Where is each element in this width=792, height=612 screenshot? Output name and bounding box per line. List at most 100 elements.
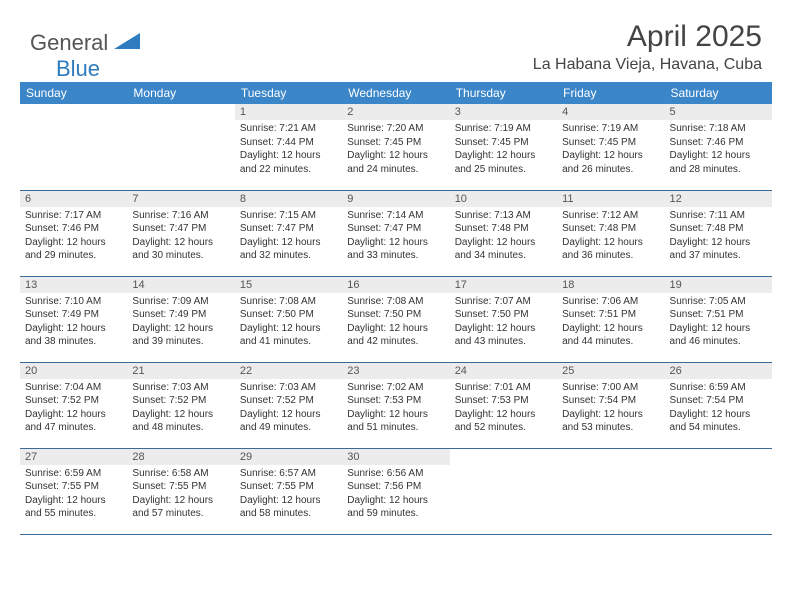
sunrise-text: Sunrise: 7:16 AM xyxy=(132,209,229,223)
day-number: 16 xyxy=(342,277,449,293)
title-block: April 2025 La Habana Vieja, Havana, Cuba xyxy=(533,20,762,74)
weekday-header: Friday xyxy=(557,82,664,104)
daylight-text: Daylight: 12 hours and 37 minutes. xyxy=(670,236,767,263)
daylight-text: Daylight: 12 hours and 32 minutes. xyxy=(240,236,337,263)
calendar-day-cell: 13Sunrise: 7:10 AMSunset: 7:49 PMDayligh… xyxy=(20,276,127,362)
day-number: 1 xyxy=(235,104,342,120)
calendar-day-cell: 10Sunrise: 7:13 AMSunset: 7:48 PMDayligh… xyxy=(450,190,557,276)
sunset-text: Sunset: 7:55 PM xyxy=(132,480,229,494)
day-content: Sunrise: 7:16 AMSunset: 7:47 PMDaylight:… xyxy=(127,207,234,266)
day-number: 23 xyxy=(342,363,449,379)
daylight-text: Daylight: 12 hours and 59 minutes. xyxy=(347,494,444,521)
calendar-header-row: SundayMondayTuesdayWednesdayThursdayFrid… xyxy=(20,82,772,104)
weekday-header: Wednesday xyxy=(342,82,449,104)
day-content: Sunrise: 6:59 AMSunset: 7:54 PMDaylight:… xyxy=(665,379,772,438)
daylight-text: Daylight: 12 hours and 34 minutes. xyxy=(455,236,552,263)
daylight-text: Daylight: 12 hours and 43 minutes. xyxy=(455,322,552,349)
sunset-text: Sunset: 7:47 PM xyxy=(347,222,444,236)
calendar-day-cell: 30Sunrise: 6:56 AMSunset: 7:56 PMDayligh… xyxy=(342,448,449,534)
daylight-text: Daylight: 12 hours and 46 minutes. xyxy=(670,322,767,349)
sunrise-text: Sunrise: 6:57 AM xyxy=(240,467,337,481)
daylight-text: Daylight: 12 hours and 22 minutes. xyxy=(240,149,337,176)
day-content: Sunrise: 7:10 AMSunset: 7:49 PMDaylight:… xyxy=(20,293,127,352)
calendar-day-cell: 18Sunrise: 7:06 AMSunset: 7:51 PMDayligh… xyxy=(557,276,664,362)
sunrise-text: Sunrise: 7:10 AM xyxy=(25,295,122,309)
weekday-header: Thursday xyxy=(450,82,557,104)
day-number: 29 xyxy=(235,449,342,465)
daylight-text: Daylight: 12 hours and 55 minutes. xyxy=(25,494,122,521)
daylight-text: Daylight: 12 hours and 49 minutes. xyxy=(240,408,337,435)
daylight-text: Daylight: 12 hours and 54 minutes. xyxy=(670,408,767,435)
calendar-day-cell xyxy=(20,104,127,190)
day-content: Sunrise: 7:17 AMSunset: 7:46 PMDaylight:… xyxy=(20,207,127,266)
day-content: Sunrise: 7:04 AMSunset: 7:52 PMDaylight:… xyxy=(20,379,127,438)
calendar-day-cell: 24Sunrise: 7:01 AMSunset: 7:53 PMDayligh… xyxy=(450,362,557,448)
day-number: 20 xyxy=(20,363,127,379)
day-number: 12 xyxy=(665,191,772,207)
month-title: April 2025 xyxy=(533,20,762,54)
calendar-day-cell xyxy=(665,448,772,534)
weekday-header: Sunday xyxy=(20,82,127,104)
day-number: 2 xyxy=(342,104,449,120)
day-content: Sunrise: 7:20 AMSunset: 7:45 PMDaylight:… xyxy=(342,120,449,179)
sunrise-text: Sunrise: 7:03 AM xyxy=(132,381,229,395)
daylight-text: Daylight: 12 hours and 39 minutes. xyxy=(132,322,229,349)
daylight-text: Daylight: 12 hours and 48 minutes. xyxy=(132,408,229,435)
calendar-day-cell: 15Sunrise: 7:08 AMSunset: 7:50 PMDayligh… xyxy=(235,276,342,362)
weekday-header: Saturday xyxy=(665,82,772,104)
daylight-text: Daylight: 12 hours and 28 minutes. xyxy=(670,149,767,176)
sunrise-text: Sunrise: 7:11 AM xyxy=(670,209,767,223)
day-number: 7 xyxy=(127,191,234,207)
calendar-day-cell: 21Sunrise: 7:03 AMSunset: 7:52 PMDayligh… xyxy=(127,362,234,448)
day-content: Sunrise: 7:21 AMSunset: 7:44 PMDaylight:… xyxy=(235,120,342,179)
sunrise-text: Sunrise: 7:01 AM xyxy=(455,381,552,395)
calendar-day-cell: 12 Sunrise: 7:11 AMSunset: 7:48 PMDayligh… xyxy=(665,190,772,276)
day-number: 22 xyxy=(235,363,342,379)
day-number: 21 xyxy=(127,363,234,379)
day-content: Sunrise: 6:57 AMSunset: 7:55 PMDaylight:… xyxy=(235,465,342,524)
calendar-day-cell: 29Sunrise: 6:57 AMSunset: 7:55 PMDayligh… xyxy=(235,448,342,534)
daylight-text: Daylight: 12 hours and 44 minutes. xyxy=(562,322,659,349)
sunset-text: Sunset: 7:50 PM xyxy=(455,308,552,322)
sunset-text: Sunset: 7:53 PM xyxy=(347,394,444,408)
calendar-day-cell: 22Sunrise: 7:03 AMSunset: 7:52 PMDayligh… xyxy=(235,362,342,448)
day-content: Sunrise: 6:58 AMSunset: 7:55 PMDaylight:… xyxy=(127,465,234,524)
day-number: 27 xyxy=(20,449,127,465)
calendar-day-cell: 2Sunrise: 7:20 AMSunset: 7:45 PMDaylight… xyxy=(342,104,449,190)
day-number: 9 xyxy=(342,191,449,207)
sunrise-text: Sunrise: 7:08 AM xyxy=(347,295,444,309)
calendar-day-cell: 6Sunrise: 7:17 AMSunset: 7:46 PMDaylight… xyxy=(20,190,127,276)
day-content: Sunrise: 7:08 AMSunset: 7:50 PMDaylight:… xyxy=(342,293,449,352)
calendar-day-cell: 14Sunrise: 7:09 AMSunset: 7:49 PMDayligh… xyxy=(127,276,234,362)
sunrise-text: Sunrise: 7:06 AM xyxy=(562,295,659,309)
calendar-day-cell: 9Sunrise: 7:14 AMSunset: 7:47 PMDaylight… xyxy=(342,190,449,276)
calendar-day-cell: 3Sunrise: 7:19 AMSunset: 7:45 PMDaylight… xyxy=(450,104,557,190)
daylight-text: Daylight: 12 hours and 26 minutes. xyxy=(562,149,659,176)
day-number: 10 xyxy=(450,191,557,207)
sunset-text: Sunset: 7:45 PM xyxy=(455,136,552,150)
header: General April 2025 La Habana Vieja, Hava… xyxy=(0,0,792,82)
day-content: Sunrise: 7:02 AMSunset: 7:53 PMDaylight:… xyxy=(342,379,449,438)
sunset-text: Sunset: 7:51 PM xyxy=(562,308,659,322)
calendar-week-row: 13Sunrise: 7:10 AMSunset: 7:49 PMDayligh… xyxy=(20,276,772,362)
day-number: 26 xyxy=(665,363,772,379)
day-number: 19 xyxy=(665,277,772,293)
day-content: Sunrise: 7:14 AMSunset: 7:47 PMDaylight:… xyxy=(342,207,449,266)
sunset-text: Sunset: 7:48 PM xyxy=(670,222,767,236)
day-number: 15 xyxy=(235,277,342,293)
day-content: Sunrise: 6:59 AMSunset: 7:55 PMDaylight:… xyxy=(20,465,127,524)
daylight-text: Daylight: 12 hours and 41 minutes. xyxy=(240,322,337,349)
sunrise-text: Sunrise: 7:15 AM xyxy=(240,209,337,223)
day-number: 13 xyxy=(20,277,127,293)
daylight-text: Daylight: 12 hours and 38 minutes. xyxy=(25,322,122,349)
calendar-week-row: 6Sunrise: 7:17 AMSunset: 7:46 PMDaylight… xyxy=(20,190,772,276)
calendar-day-cell: 23Sunrise: 7:02 AMSunset: 7:53 PMDayligh… xyxy=(342,362,449,448)
day-number: 17 xyxy=(450,277,557,293)
calendar-day-cell: 19Sunrise: 7:05 AMSunset: 7:51 PMDayligh… xyxy=(665,276,772,362)
sunrise-text: Sunrise: 7:09 AM xyxy=(132,295,229,309)
sunset-text: Sunset: 7:50 PM xyxy=(240,308,337,322)
day-content: Sunrise: 7:09 AMSunset: 7:49 PMDaylight:… xyxy=(127,293,234,352)
day-number: 6 xyxy=(20,191,127,207)
daylight-text: Daylight: 12 hours and 33 minutes. xyxy=(347,236,444,263)
day-content: Sunrise: 7:01 AMSunset: 7:53 PMDaylight:… xyxy=(450,379,557,438)
